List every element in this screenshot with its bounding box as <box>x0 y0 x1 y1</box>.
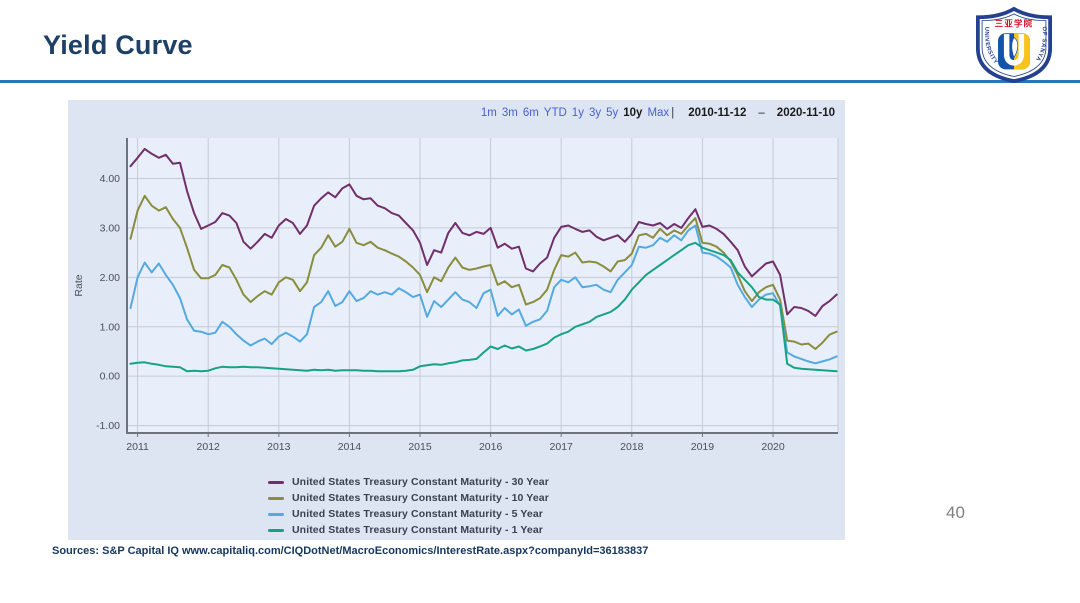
page-title: Yield Curve <box>43 30 193 60</box>
series-line-1-year <box>129 241 838 373</box>
y-tick-label: -1.00 <box>96 420 120 432</box>
y-tick-label: 3.00 <box>100 222 121 234</box>
range-option-3y[interactable]: 3y <box>588 107 602 119</box>
legend-label-30-year: United States Treasury Constant Maturity… <box>292 476 549 488</box>
range-option-10y[interactable]: 10y <box>623 107 643 119</box>
plot-area <box>127 138 838 433</box>
y-axis-title: Rate <box>73 274 85 296</box>
range-option-1m[interactable]: 1m <box>480 107 497 119</box>
yield-curve-plot: 4.00 3.00 2.00 1.00 0.00 -1.00 2011 2012 2013 201… <box>73 138 839 453</box>
x-tick-label: 2015 <box>408 441 432 453</box>
range-option-ytd[interactable]: YTD <box>543 107 567 119</box>
series-line-30-year <box>129 147 838 317</box>
range-option-6m[interactable]: 6m <box>522 107 539 119</box>
y-tick-label: 2.00 <box>100 272 121 284</box>
logo-chinese-name: 三亚学院 <box>995 19 1034 29</box>
range-option-max[interactable]: Max <box>647 107 670 119</box>
page-number: 40 <box>946 503 965 522</box>
logo-feather <box>1011 36 1019 59</box>
x-tick-label: 2017 <box>550 441 574 453</box>
legend-label-5-year: United States Treasury Constant Maturity… <box>292 508 543 520</box>
logo-shield-inner-line <box>981 13 1047 77</box>
university-logo: 三亚学院 UNIVERSITY OF SANYA <box>975 6 1053 84</box>
legend-item-5-year: United States Treasury Constant Maturity… <box>268 506 549 522</box>
source-citation: Sources: S&P Capital IQ www.capitaliq.co… <box>52 545 649 557</box>
x-tick-label: 2016 <box>479 441 503 453</box>
y-tick-label: 0.00 <box>100 371 121 383</box>
legend-item-1-year: United States Treasury Constant Maturity… <box>268 522 549 538</box>
legend-label-1-year: United States Treasury Constant Maturity… <box>292 524 543 536</box>
y-tick-label: 1.00 <box>100 321 121 333</box>
x-tick-label: 2020 <box>761 441 785 453</box>
series-line-5-year <box>129 224 838 365</box>
legend-item-10-year: United States Treasury Constant Maturity… <box>268 490 549 506</box>
range-end-date[interactable]: 2020-11-10 <box>776 107 835 119</box>
time-range-selector: 1m 3m 6m YTD 1y 3y 5y 10y Max | 2010-11-12 – 202… <box>476 107 835 119</box>
legend-swatch-10-year <box>268 496 284 500</box>
range-option-3m[interactable]: 3m <box>501 107 518 119</box>
x-tick-label: 2019 <box>691 441 715 453</box>
title-underline-rule <box>0 80 1080 83</box>
range-option-1y[interactable]: 1y <box>571 107 584 119</box>
legend-swatch-1-year <box>268 528 284 532</box>
yield-curve-chart-panel: 1m 3m 6m YTD 1y 3y 5y 10y Max | 2010-11-12 – 202… <box>68 100 845 540</box>
x-tick-label: 2014 <box>338 441 362 453</box>
range-option-5y[interactable]: 5y <box>606 107 619 119</box>
legend-label-10-year: United States Treasury Constant Maturity… <box>292 492 549 504</box>
x-tick-label: 2013 <box>267 441 291 453</box>
x-tick-label: 2011 <box>126 441 149 453</box>
legend-swatch-5-year <box>268 512 284 516</box>
chart-legend: United States Treasury Constant Maturity… <box>268 474 549 538</box>
logo-u-emblem <box>998 33 1030 70</box>
series-line-10-year <box>129 194 838 350</box>
range-start-date[interactable]: 2010-11-12 <box>688 107 747 119</box>
range-option-group: 1m 3m 6m YTD 1y 3y 5y 10y Max <box>476 107 669 119</box>
legend-item-30-year: United States Treasury Constant Maturity… <box>268 474 549 490</box>
y-tick-label: 4.00 <box>100 173 121 185</box>
legend-swatch-30-year <box>268 480 284 484</box>
x-tick-label: 2018 <box>620 441 644 453</box>
range-dash: – <box>758 107 765 119</box>
x-tick-label: 2012 <box>197 441 221 453</box>
range-separator: | <box>671 107 675 119</box>
